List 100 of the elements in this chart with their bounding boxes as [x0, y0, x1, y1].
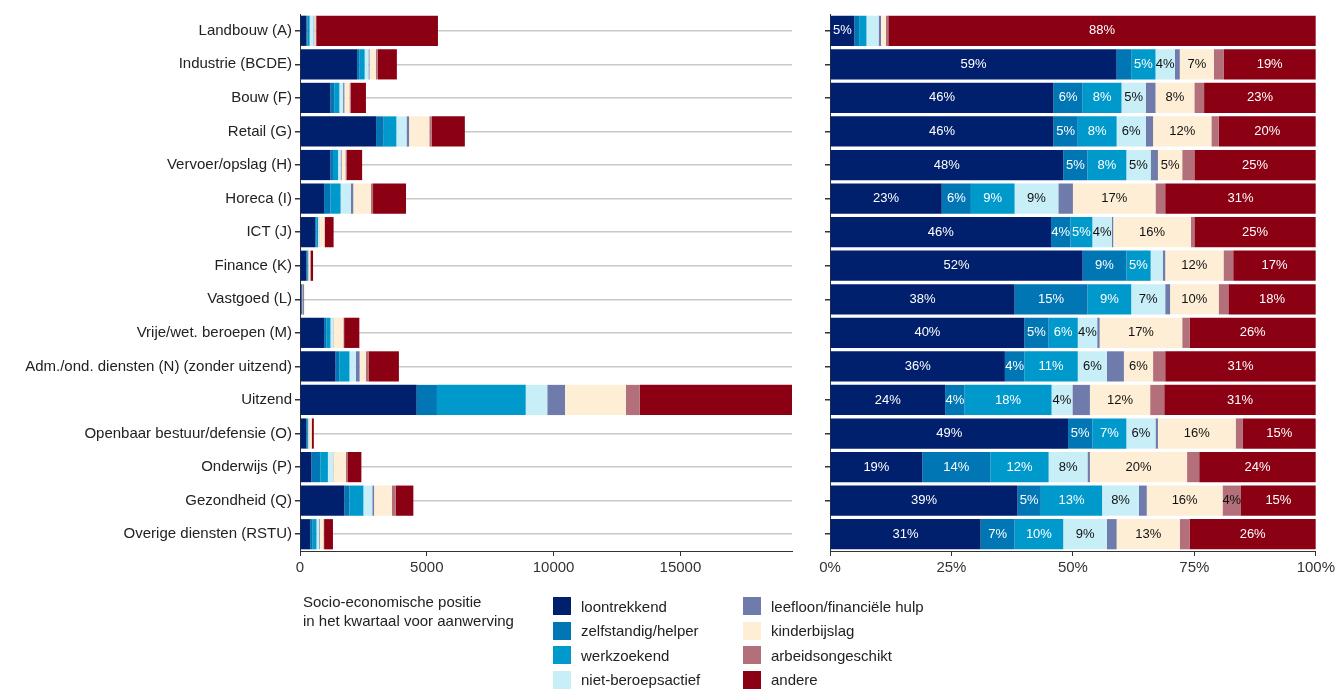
data-label: 5%	[1133, 55, 1154, 71]
data-label: 7%	[988, 525, 1008, 541]
data-label: 10%	[1181, 290, 1208, 306]
data-label: 13%	[1135, 525, 1162, 541]
y-tick-label: Landbouw (A)	[198, 20, 292, 38]
data-label: 6%	[1131, 425, 1151, 441]
data-label: 8%	[1097, 156, 1117, 172]
data-label: 9%	[1075, 525, 1095, 541]
data-label: 4%	[1005, 357, 1025, 373]
data-label: 5%	[1129, 257, 1149, 273]
data-label: 5%	[1160, 156, 1180, 172]
data-label: 46%	[927, 223, 955, 239]
data-label: 7%	[1138, 290, 1159, 306]
legend-label: niet-beroepsactief	[581, 671, 701, 688]
x-tick-label: 15000	[659, 558, 702, 576]
data-label: 8%	[1165, 89, 1185, 105]
data-label: 5%	[1065, 156, 1086, 172]
data-label: 10%	[1025, 525, 1053, 541]
data-label: 5%	[1019, 492, 1040, 508]
data-label: 5%	[1129, 156, 1149, 172]
data-label: 88%	[1089, 22, 1116, 38]
data-label: 46%	[928, 123, 956, 139]
data-label: 12%	[1006, 458, 1033, 474]
y-tick-label: Horeca (I)	[225, 188, 292, 206]
legend-label: andere	[771, 671, 818, 688]
x-tick-label: 50%	[1057, 558, 1088, 576]
data-label: 8%	[1111, 492, 1131, 508]
legend-title: Socio-economische positie in het kwartaal voor aanwerving	[303, 592, 515, 630]
data-label: 17%	[1127, 324, 1155, 340]
data-label: 15%	[1265, 492, 1292, 508]
y-tick-label: Finance (K)	[214, 255, 292, 273]
data-label: 23%	[873, 190, 900, 206]
y-tick-label: Overige diensten (RSTU)	[123, 524, 292, 542]
data-label: 17%	[1261, 257, 1288, 273]
data-label: 5%	[1056, 123, 1076, 139]
data-label: 9%	[1099, 290, 1120, 306]
data-label: 40%	[914, 324, 941, 340]
x-tick-label: 25%	[936, 558, 967, 576]
y-tick-label: Adm./ond. diensten (N) (zonder uitzend)	[25, 356, 292, 374]
data-label: 20%	[1254, 123, 1281, 139]
data-label: 5%	[1027, 324, 1047, 340]
data-label: 19%	[863, 458, 890, 474]
data-label: 8%	[1087, 123, 1108, 139]
data-label: 5%	[1124, 89, 1144, 105]
data-label: 31%	[892, 525, 919, 541]
data-label: 4%	[1052, 391, 1072, 407]
data-label: 36%	[904, 357, 932, 373]
data-label: 6%	[1053, 324, 1074, 340]
data-label: 11%	[1038, 357, 1065, 373]
data-label: 7%	[1187, 55, 1207, 71]
data-label: 31%	[1227, 190, 1254, 206]
data-label: 24%	[874, 391, 902, 407]
data-label: 8%	[1058, 458, 1078, 474]
data-label: 12%	[1107, 391, 1134, 407]
data-label: 4%	[1051, 223, 1071, 239]
data-label: 4%	[945, 391, 965, 407]
x-tick-label: 10000	[532, 558, 575, 576]
data-label: 49%	[936, 425, 963, 441]
data-label: 5%	[1070, 425, 1091, 441]
y-tick-label: Vastgoed (L)	[207, 289, 292, 307]
data-label: 9%	[983, 190, 1003, 206]
data-label: 7%	[1099, 425, 1120, 441]
y-tick-label: Gezondheid (Q)	[185, 490, 292, 508]
data-label: 48%	[933, 156, 961, 172]
data-label: 13%	[1058, 492, 1085, 508]
data-label: 9%	[1027, 190, 1047, 206]
data-label: 19%	[1256, 55, 1284, 71]
data-label: 24%	[1244, 458, 1271, 474]
y-tick-label: Openbaar bestuur/defensie (O)	[84, 423, 292, 441]
y-tick-label: Vrije/wet. beroepen (M)	[136, 322, 292, 340]
data-label: 6%	[1082, 357, 1103, 373]
data-label: 6%	[1121, 123, 1142, 139]
data-label: 52%	[943, 257, 971, 273]
data-label: 16%	[1139, 223, 1166, 239]
y-tick-label: Industrie (BCDE)	[178, 54, 292, 72]
data-label: 15%	[1266, 425, 1293, 441]
data-label: 18%	[995, 391, 1022, 407]
data-label: 14%	[943, 458, 970, 474]
y-tick-label: ICT (J)	[246, 222, 292, 240]
data-label: 46%	[928, 89, 956, 105]
data-label: 12%	[1169, 123, 1196, 139]
data-label: 59%	[960, 55, 988, 71]
y-tick-label: Vervoer/opslag (H)	[166, 155, 292, 173]
data-label: 26%	[1239, 324, 1267, 340]
y-tick-label: Uitzend	[241, 390, 292, 408]
data-label: 15%	[1038, 290, 1065, 306]
legend-label: werkzoekend	[581, 646, 670, 664]
data-label: 5%	[833, 22, 853, 38]
y-tick-label: Retail (G)	[227, 121, 292, 139]
y-tick-label: Bouw (F)	[231, 88, 292, 106]
legend-label: leefloon/financiële hulp	[771, 597, 924, 615]
data-label: 25%	[1242, 223, 1269, 239]
y-tick-label: Onderwijs (P)	[201, 457, 292, 475]
data-label: 25%	[1242, 156, 1269, 172]
legend-label: zelfstandig/helper	[581, 622, 699, 639]
legend-label: loontrekkend	[581, 597, 667, 615]
data-label: 38%	[909, 290, 936, 306]
data-label: 31%	[1227, 357, 1254, 373]
legend-label: kinderbijslag	[771, 622, 855, 639]
data-label: 12%	[1181, 257, 1208, 273]
